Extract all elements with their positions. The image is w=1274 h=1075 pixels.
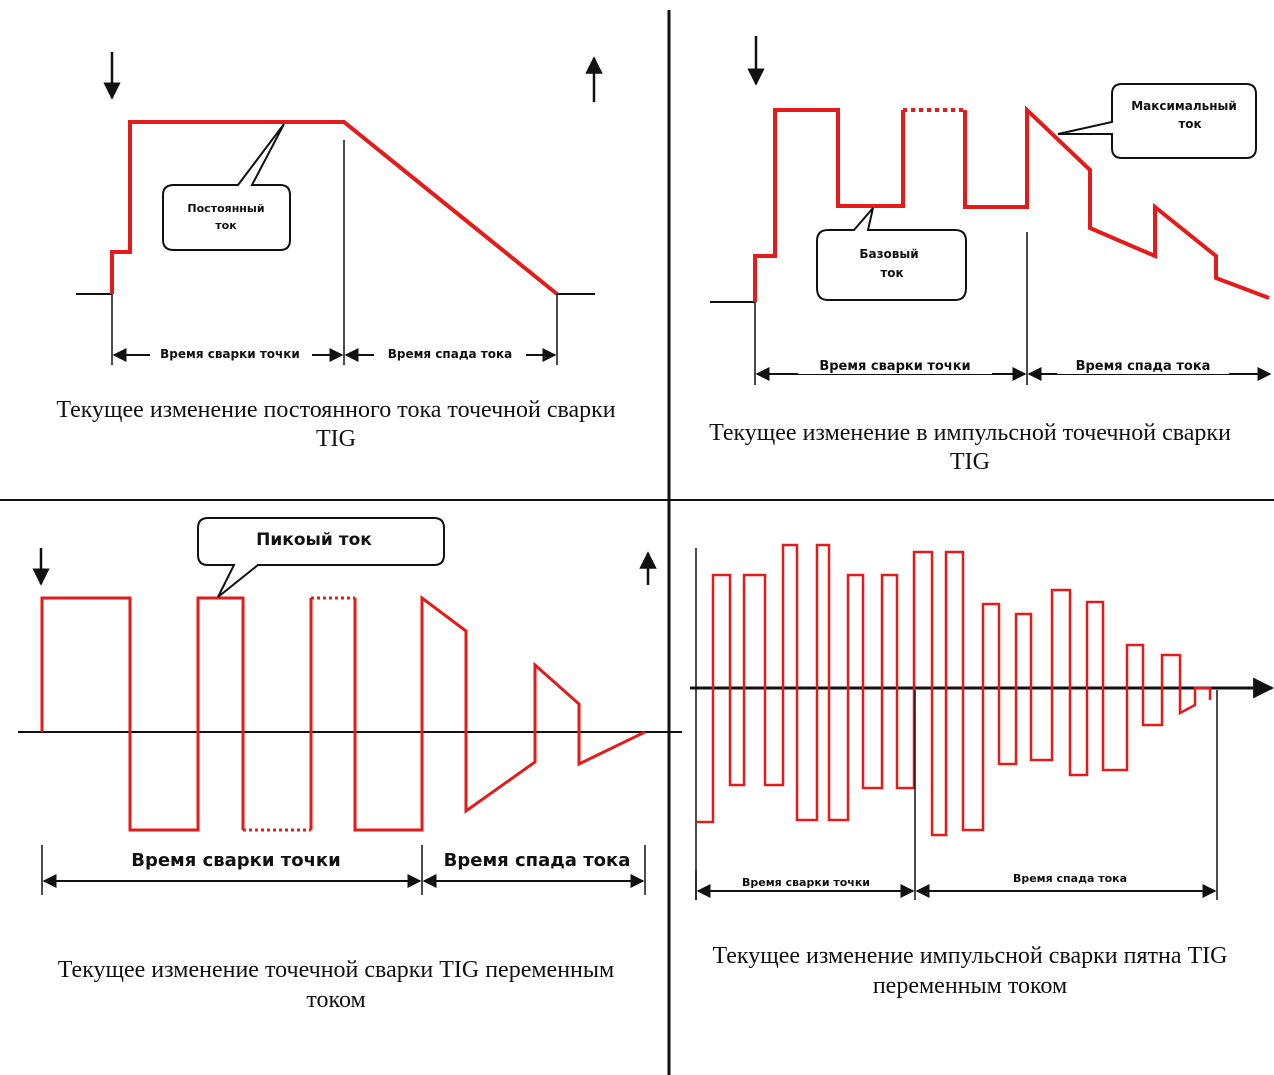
weld-time-label: Время сварки точки [131,850,341,871]
caption-line-1: Текущее изменение точечной сварки TIG пе… [58,957,614,983]
ac-waveform-3 [353,595,646,832]
constant-current-label-2: ток [215,219,237,232]
constant-current-label: Постоянный [187,202,264,215]
max-current-label-2: ток [1178,117,1201,131]
weld-time-label: Время сварки точки [742,876,870,889]
ac-pulse-waveform [697,543,1212,837]
max-current-label: Максимальный [1131,99,1237,113]
decay-time-label: Время спада тока [388,347,512,361]
callout-base-current: Базовый ток [816,207,967,301]
current-waveform [110,120,559,296]
weld-time-label: Время сварки точки [160,347,300,361]
callout-constant-current: Постоянный ток [162,123,291,251]
pulse-waveform-2 [963,105,1270,300]
callout-max-current: Максимальный ток [1057,83,1257,159]
peak-current-label: Пикоый ток [256,530,372,550]
base-current-label: Базовый [859,247,918,261]
decay-time-label: Время спада тока [1013,872,1127,885]
weld-time-label: Время сварки точки [819,359,970,374]
pulse-waveform [753,108,905,302]
caption-line-2: током [306,987,365,1013]
callout-peak-current: Пикоый ток [197,517,445,598]
ac-waveform [40,596,245,832]
panel-ac-pulse-spot-welding: Время сварки точки Время спада тока Теку… [690,543,1274,999]
panel-pulse-spot-welding: Время сварки точки Время спада тока Макс… [709,36,1272,475]
decay-time-label: Время спада тока [1076,359,1211,374]
decay-time-label: Время спада тока [444,850,631,871]
caption-line-1: Текущее изменение постоянного тока точеч… [56,397,615,423]
caption-line-1: Текущее изменение в импульсной точечной … [709,420,1231,446]
panel-dc-spot-welding: Время сварки точки Время спада тока Пост… [56,52,616,452]
caption-line-2: переменным током [873,973,1067,999]
caption-line-1: Текущее изменение импульсной сварки пятн… [713,943,1228,969]
caption-line-2: TIG [950,449,990,475]
base-current-label-2: ток [880,266,903,280]
caption-line-2: TIG [316,426,356,452]
panel-ac-spot-welding: Время сварки точки Время спада тока Пико… [18,517,682,1013]
